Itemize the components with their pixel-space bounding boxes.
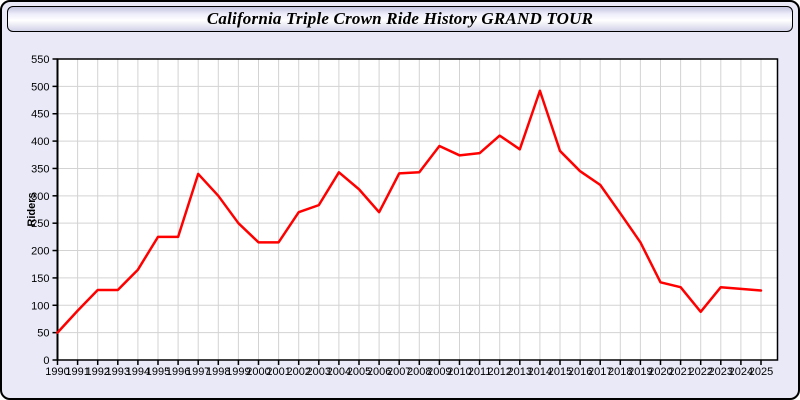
x-tick-label: 2002 [286,366,310,378]
x-tick-label: 2009 [427,366,451,378]
title-bar: California Triple Crown Ride History GRA… [7,6,793,32]
y-tick-label: 400 [31,136,49,148]
plot-area [57,59,778,360]
y-tick-label: 500 [31,81,49,93]
x-tick-label: 2025 [749,366,773,378]
x-tick-label: 2013 [508,366,532,378]
y-tick-label: 300 [31,191,49,203]
y-tick-label: 50 [37,328,49,340]
x-tick-label: 2020 [648,366,672,378]
y-tick-label: 150 [31,273,49,285]
x-tick-label: 2000 [246,366,270,378]
riders-data-line [56,89,763,334]
y-tick-label: 100 [31,300,49,312]
x-tick-label: 1991 [65,366,89,378]
x-tick-label: 1993 [106,366,130,378]
x-tick-label: 2018 [608,366,632,378]
x-tick-label: 1998 [206,366,230,378]
x-tick-label: 1999 [226,366,250,378]
y-tick-label: 0 [43,355,49,367]
x-tick-label: 1997 [186,366,210,378]
x-tick-label: 2008 [407,366,431,378]
x-tick-label: 1996 [166,366,190,378]
x-tick-label: 2017 [588,366,612,378]
y-tick-label: 200 [31,246,49,258]
x-tick-label: 2024 [729,366,753,378]
x-tick-label: 2004 [327,366,351,378]
x-tick-label: 1992 [85,366,109,378]
y-tick-label: 450 [31,109,49,121]
x-tick-label: 2011 [468,366,492,378]
x-tick-label: 2021 [668,366,692,378]
y-tick-label: 550 [31,54,49,66]
x-tick-label: 2019 [628,366,652,378]
x-tick-label: 2006 [367,366,391,378]
y-tick-label: 350 [31,163,49,175]
x-tick-label: 2012 [487,366,511,378]
x-tick-label: 2022 [688,366,712,378]
x-tick-label: 2023 [709,366,733,378]
y-tick-label: 250 [31,218,49,230]
x-tick-label: 2001 [266,366,290,378]
x-tick-label: 2014 [528,366,552,378]
x-tick-label: 2010 [447,366,471,378]
x-tick-label: 2005 [347,366,371,378]
y-axis-label: Riders [26,192,38,226]
x-tick-label: 1994 [126,366,150,378]
x-tick-label: 2015 [548,366,572,378]
chart-title: California Triple Crown Ride History GRA… [206,9,594,28]
x-tick-label: 2016 [568,366,592,378]
x-tick-label: 1995 [146,366,170,378]
x-tick-label: 2003 [307,366,331,378]
x-tick-label: 2007 [387,366,411,378]
x-tick-label: 1990 [45,366,69,378]
